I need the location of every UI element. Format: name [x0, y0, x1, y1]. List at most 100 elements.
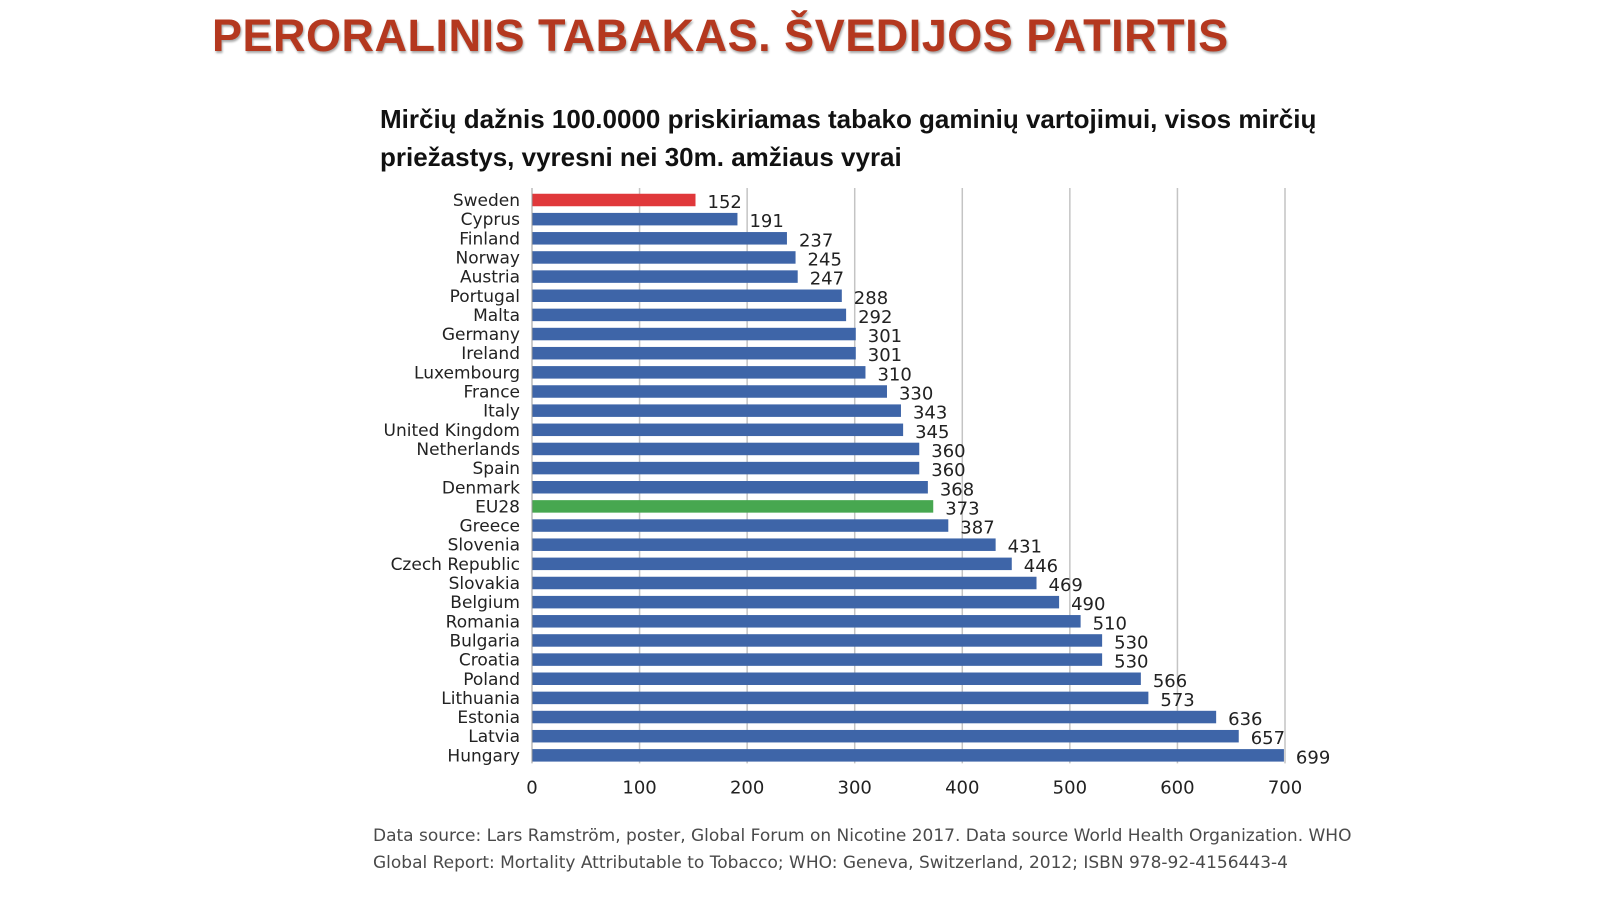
data-label: 657	[1251, 728, 1285, 749]
x-tick-label: 300	[838, 777, 872, 798]
data-label: 237	[799, 230, 833, 251]
bar	[532, 270, 798, 283]
data-label: 301	[868, 326, 902, 347]
category-label: United Kingdom	[384, 421, 520, 441]
data-label: 288	[854, 288, 888, 309]
category-label: Luxembourg	[414, 363, 520, 383]
bar	[532, 710, 1217, 724]
category-label: Greece	[459, 517, 520, 537]
bar	[532, 749, 1284, 762]
category-label: Lithuania	[441, 689, 520, 709]
bar	[532, 500, 934, 513]
chart-title: Mirčių dažnis 100.0000 priskiriamas taba…	[380, 104, 1317, 172]
category-label: Bulgaria	[450, 631, 521, 651]
data-label: 530	[1114, 652, 1148, 673]
category-label: Netherlands	[416, 440, 520, 460]
bar	[532, 615, 1081, 628]
bar	[532, 308, 847, 322]
data-label: 387	[960, 518, 994, 539]
x-tick-label: 700	[1268, 777, 1302, 798]
category-label: Portugal	[450, 287, 520, 307]
category-label: Slovakia	[449, 574, 520, 594]
bar	[532, 289, 842, 302]
bar	[532, 729, 1239, 743]
data-label: 446	[1024, 556, 1058, 577]
data-source-note: Data source: Lars Ramström, poster, Glob…	[373, 823, 1393, 877]
bar	[532, 672, 1141, 685]
x-tick-label: 100	[622, 777, 656, 798]
data-label: 191	[749, 211, 783, 232]
data-label: 245	[808, 249, 842, 270]
bar	[532, 519, 949, 532]
bar	[532, 423, 904, 437]
data-label: 566	[1153, 671, 1187, 692]
data-label: 152	[708, 192, 742, 213]
category-label: Norway	[456, 248, 521, 268]
data-label: 469	[1049, 575, 1083, 596]
x-tick-label: 200	[730, 777, 764, 798]
slide-title: PERORALINIS TABAKAS. ŠVEDIJOS PATIRTIS	[212, 10, 1229, 61]
category-label: Denmark	[442, 478, 520, 498]
bar	[532, 346, 856, 360]
bar	[532, 385, 887, 398]
data-label: 330	[899, 384, 933, 405]
data-label: 573	[1160, 690, 1194, 711]
bar	[532, 691, 1149, 705]
x-tick-label: 0	[526, 777, 537, 798]
category-label: Croatia	[459, 651, 520, 671]
bar	[532, 481, 928, 494]
bar	[532, 366, 866, 379]
data-label: 510	[1093, 613, 1127, 634]
data-label: 368	[940, 479, 974, 500]
data-label: 247	[810, 269, 844, 290]
data-label: 530	[1114, 632, 1148, 653]
category-label: Poland	[463, 670, 520, 690]
bar	[532, 576, 1037, 590]
bar	[532, 557, 1012, 571]
bar	[532, 653, 1103, 666]
data-label: 292	[858, 307, 892, 328]
category-label: Estonia	[457, 708, 520, 728]
category-label: Spain	[473, 459, 521, 479]
category-label: Austria	[460, 268, 520, 288]
data-label: 373	[945, 498, 979, 519]
data-label: 360	[931, 441, 965, 462]
category-label: Italy	[483, 402, 520, 422]
x-tick-label: 500	[1053, 777, 1087, 798]
data-label: 360	[931, 460, 965, 481]
category-label: Finland	[459, 229, 520, 249]
category-label: Cyprus	[461, 210, 520, 230]
data-label: 343	[913, 403, 947, 424]
bar	[532, 442, 920, 456]
data-label: 345	[915, 422, 949, 443]
bar	[532, 634, 1103, 647]
category-label: France	[463, 383, 520, 403]
category-label: Czech Republic	[391, 555, 520, 575]
x-tick-label: 400	[945, 777, 979, 798]
bar	[532, 232, 787, 245]
category-label: Slovenia	[448, 536, 520, 556]
category-label: Belgium	[450, 593, 520, 613]
category-label: Hungary	[447, 746, 520, 766]
bar	[532, 538, 996, 551]
bar	[532, 327, 856, 341]
category-label: Malta	[473, 306, 520, 326]
bar	[532, 193, 696, 207]
data-label: 431	[1008, 537, 1042, 558]
category-label: Sweden	[453, 191, 520, 211]
bar	[532, 404, 901, 417]
category-label: Romania	[446, 612, 520, 632]
bar	[532, 212, 738, 226]
data-label: 310	[877, 364, 911, 385]
data-label: 699	[1296, 747, 1330, 768]
category-label: Latvia	[468, 727, 520, 747]
data-label: 636	[1228, 709, 1262, 730]
source-line-2: Global Report: Mortality Attributable to…	[373, 853, 1288, 873]
category-label: Germany	[442, 325, 520, 345]
source-line-1: Data source: Lars Ramström, poster, Glob…	[373, 826, 1352, 846]
bar	[532, 595, 1060, 609]
data-label: 490	[1071, 594, 1105, 615]
bar	[532, 251, 796, 264]
category-label: Ireland	[461, 344, 520, 364]
bar	[532, 461, 920, 475]
